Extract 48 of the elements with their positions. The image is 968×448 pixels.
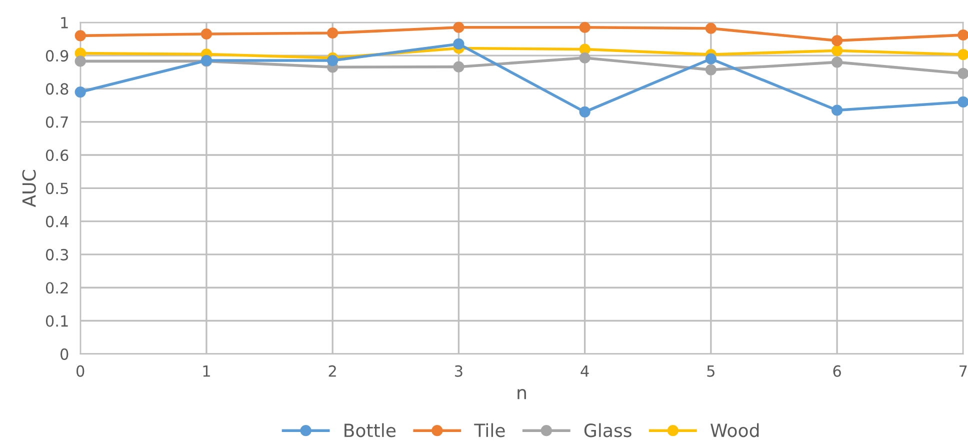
y-tick-label: 0.8 — [46, 83, 68, 95]
point — [74, 30, 86, 42]
y-tick-label: 0.1 — [46, 315, 68, 327]
point — [453, 38, 464, 50]
y-tick-label: 0 — [60, 348, 68, 360]
y-tick-label: 0.5 — [46, 182, 68, 194]
point — [705, 22, 716, 34]
x-tick-label: 2 — [328, 365, 336, 377]
x-tick-label: 7 — [960, 366, 967, 377]
legend-label: Wood — [710, 423, 759, 438]
y-axis-title: AUC — [22, 170, 36, 208]
point — [958, 49, 968, 60]
point — [579, 22, 590, 33]
point — [327, 54, 338, 66]
y-tick-label: 0.6 — [46, 149, 68, 162]
point — [831, 56, 843, 68]
point — [74, 86, 86, 98]
point — [453, 22, 464, 33]
point — [579, 106, 590, 118]
y-tick-label: 0.2 — [46, 282, 68, 294]
y-tick-label: 0.3 — [46, 248, 68, 260]
x-axis-title: n — [518, 388, 526, 400]
point — [958, 96, 968, 108]
point — [958, 68, 968, 80]
point — [200, 28, 212, 40]
point — [453, 61, 464, 72]
y-tick-label: 0.4 — [46, 216, 68, 228]
point — [705, 53, 716, 64]
legend-label: Glass — [584, 423, 632, 438]
point — [327, 27, 338, 39]
point — [74, 56, 86, 67]
x-tick-label: 3 — [455, 365, 462, 377]
legend-label: Bottle — [344, 423, 396, 438]
point — [705, 64, 716, 76]
x-tick-label: 0 — [76, 365, 84, 377]
point — [579, 52, 590, 64]
legend-label: Tile — [474, 423, 505, 438]
y-tick-label: 1 — [61, 17, 68, 28]
point — [831, 104, 843, 116]
point — [958, 29, 968, 41]
x-tick-label: 1 — [203, 366, 210, 377]
y-tick-label: 0.7 — [46, 116, 68, 128]
point — [831, 35, 843, 46]
x-tick-label: 5 — [707, 366, 714, 377]
x-tick-label: 6 — [833, 365, 841, 377]
point — [831, 45, 843, 56]
y-tick-label: 0.9 — [46, 50, 68, 62]
x-tick-label: 4 — [580, 366, 589, 377]
